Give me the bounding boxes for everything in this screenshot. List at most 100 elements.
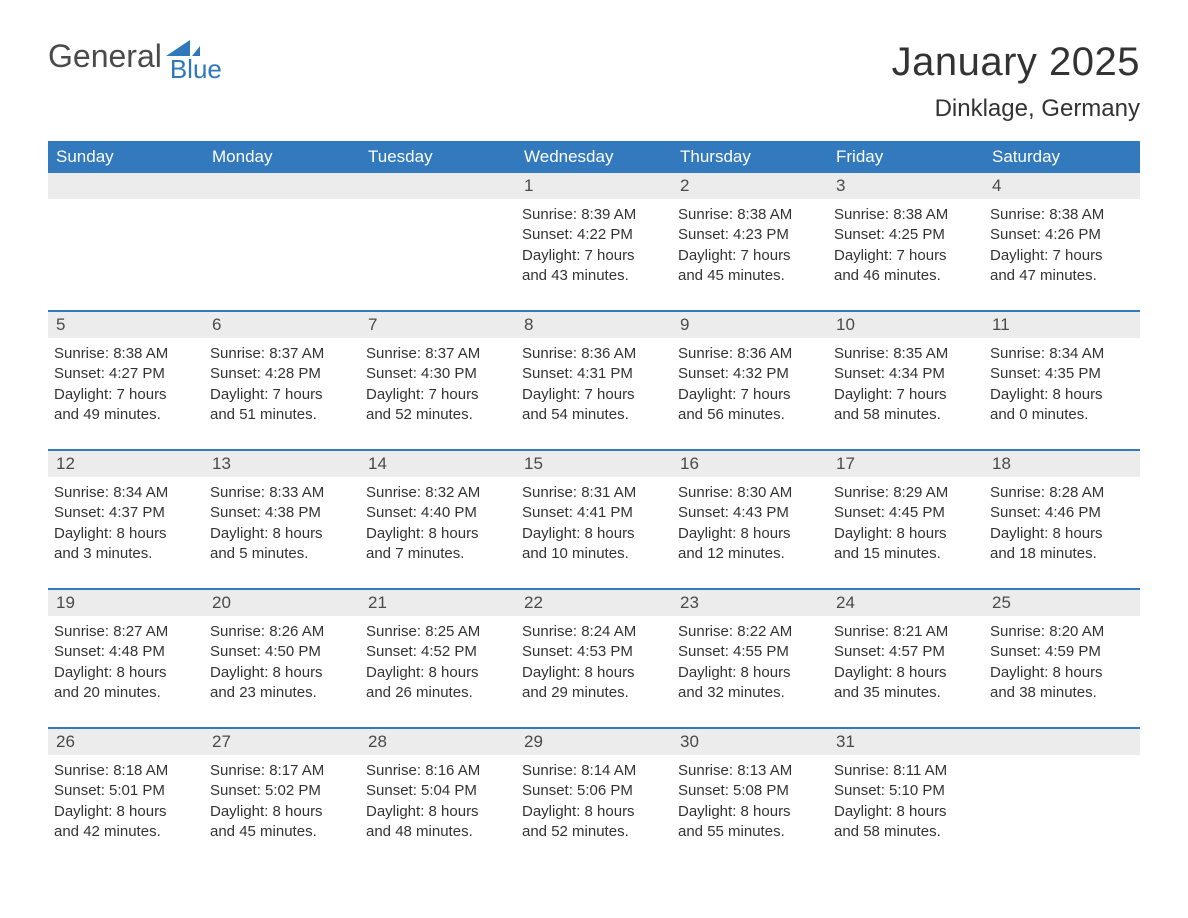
day-cell: 3Sunrise: 8:38 AMSunset: 4:25 PMDaylight… xyxy=(828,173,984,311)
sunrise-line: Sunrise: 8:21 AM xyxy=(834,622,976,642)
daylight-line-1: Daylight: 8 hours xyxy=(366,663,508,683)
sunrise-line: Sunrise: 8:11 AM xyxy=(834,761,976,781)
day-data: Sunrise: 8:38 AMSunset: 4:26 PMDaylight:… xyxy=(984,199,1140,286)
day-number: 18 xyxy=(984,451,1140,477)
sunset-line: Sunset: 4:22 PM xyxy=(522,225,664,245)
daylight-line-1: Daylight: 7 hours xyxy=(678,246,820,266)
week-row: 5Sunrise: 8:38 AMSunset: 4:27 PMDaylight… xyxy=(48,312,1140,450)
daylight-line-1: Daylight: 8 hours xyxy=(366,802,508,822)
sunrise-line: Sunrise: 8:31 AM xyxy=(522,483,664,503)
day-number: 7 xyxy=(360,312,516,338)
sunrise-line: Sunrise: 8:14 AM xyxy=(522,761,664,781)
day-cell: 27Sunrise: 8:17 AMSunset: 5:02 PMDayligh… xyxy=(204,729,360,867)
sunset-line: Sunset: 4:41 PM xyxy=(522,503,664,523)
day-cell: 16Sunrise: 8:30 AMSunset: 4:43 PMDayligh… xyxy=(672,451,828,589)
header: General Blue January 2025 Dinklage, Germ… xyxy=(48,40,1140,123)
daylight-line-2: and 56 minutes. xyxy=(678,405,820,425)
day-cell: 17Sunrise: 8:29 AMSunset: 4:45 PMDayligh… xyxy=(828,451,984,589)
day-cell: 26Sunrise: 8:18 AMSunset: 5:01 PMDayligh… xyxy=(48,729,204,867)
sunset-line: Sunset: 4:26 PM xyxy=(990,225,1132,245)
day-data: Sunrise: 8:20 AMSunset: 4:59 PMDaylight:… xyxy=(984,616,1140,703)
day-number: 19 xyxy=(48,590,204,616)
brand-word-2: Blue xyxy=(170,54,222,85)
day-number: 8 xyxy=(516,312,672,338)
day-data: Sunrise: 8:30 AMSunset: 4:43 PMDaylight:… xyxy=(672,477,828,564)
day-data: Sunrise: 8:33 AMSunset: 4:38 PMDaylight:… xyxy=(204,477,360,564)
daylight-line-2: and 7 minutes. xyxy=(366,544,508,564)
page-title: January 2025 xyxy=(892,40,1140,85)
day-cell: 28Sunrise: 8:16 AMSunset: 5:04 PMDayligh… xyxy=(360,729,516,867)
daylight-line-2: and 38 minutes. xyxy=(990,683,1132,703)
daylight-line-2: and 32 minutes. xyxy=(678,683,820,703)
day-number: 6 xyxy=(204,312,360,338)
day-cell: 23Sunrise: 8:22 AMSunset: 4:55 PMDayligh… xyxy=(672,590,828,728)
day-cell: 14Sunrise: 8:32 AMSunset: 4:40 PMDayligh… xyxy=(360,451,516,589)
day-number: 24 xyxy=(828,590,984,616)
day-number: 3 xyxy=(828,173,984,199)
day-cell: 20Sunrise: 8:26 AMSunset: 4:50 PMDayligh… xyxy=(204,590,360,728)
sunset-line: Sunset: 4:27 PM xyxy=(54,364,196,384)
day-number: 23 xyxy=(672,590,828,616)
day-number: 29 xyxy=(516,729,672,755)
day-number: 4 xyxy=(984,173,1140,199)
daylight-line-2: and 26 minutes. xyxy=(366,683,508,703)
sunset-line: Sunset: 4:30 PM xyxy=(366,364,508,384)
day-number: 25 xyxy=(984,590,1140,616)
sunrise-line: Sunrise: 8:13 AM xyxy=(678,761,820,781)
brand-logo: General Blue xyxy=(48,40,222,85)
day-number: 15 xyxy=(516,451,672,477)
daylight-line-2: and 23 minutes. xyxy=(210,683,352,703)
day-cell: 31Sunrise: 8:11 AMSunset: 5:10 PMDayligh… xyxy=(828,729,984,867)
sunset-line: Sunset: 4:48 PM xyxy=(54,642,196,662)
daylight-line-1: Daylight: 8 hours xyxy=(990,385,1132,405)
sunrise-line: Sunrise: 8:37 AM xyxy=(210,344,352,364)
daylight-line-1: Daylight: 8 hours xyxy=(210,663,352,683)
day-data: Sunrise: 8:14 AMSunset: 5:06 PMDaylight:… xyxy=(516,755,672,842)
day-number: 28 xyxy=(360,729,516,755)
day-cell: 6Sunrise: 8:37 AMSunset: 4:28 PMDaylight… xyxy=(204,312,360,450)
daylight-line-1: Daylight: 8 hours xyxy=(54,663,196,683)
day-number: 1 xyxy=(516,173,672,199)
sunset-line: Sunset: 4:34 PM xyxy=(834,364,976,384)
daylight-line-2: and 46 minutes. xyxy=(834,266,976,286)
weekday-header: Friday xyxy=(828,141,984,173)
day-data: Sunrise: 8:13 AMSunset: 5:08 PMDaylight:… xyxy=(672,755,828,842)
sunset-line: Sunset: 4:23 PM xyxy=(678,225,820,245)
sunset-line: Sunset: 4:25 PM xyxy=(834,225,976,245)
day-number: 26 xyxy=(48,729,204,755)
day-number: 17 xyxy=(828,451,984,477)
daylight-line-1: Daylight: 8 hours xyxy=(210,524,352,544)
day-data: Sunrise: 8:28 AMSunset: 4:46 PMDaylight:… xyxy=(984,477,1140,564)
daylight-line-2: and 18 minutes. xyxy=(990,544,1132,564)
day-number xyxy=(360,173,516,199)
day-data: Sunrise: 8:38 AMSunset: 4:25 PMDaylight:… xyxy=(828,199,984,286)
day-data: Sunrise: 8:36 AMSunset: 4:32 PMDaylight:… xyxy=(672,338,828,425)
day-data: Sunrise: 8:34 AMSunset: 4:35 PMDaylight:… xyxy=(984,338,1140,425)
day-cell: 15Sunrise: 8:31 AMSunset: 4:41 PMDayligh… xyxy=(516,451,672,589)
sunrise-line: Sunrise: 8:17 AM xyxy=(210,761,352,781)
daylight-line-2: and 55 minutes. xyxy=(678,822,820,842)
day-cell xyxy=(360,173,516,311)
daylight-line-1: Daylight: 8 hours xyxy=(366,524,508,544)
sunrise-line: Sunrise: 8:37 AM xyxy=(366,344,508,364)
day-data: Sunrise: 8:38 AMSunset: 4:27 PMDaylight:… xyxy=(48,338,204,425)
sunrise-line: Sunrise: 8:30 AM xyxy=(678,483,820,503)
daylight-line-1: Daylight: 8 hours xyxy=(990,663,1132,683)
day-number: 22 xyxy=(516,590,672,616)
sunset-line: Sunset: 4:38 PM xyxy=(210,503,352,523)
sunrise-line: Sunrise: 8:25 AM xyxy=(366,622,508,642)
daylight-line-1: Daylight: 8 hours xyxy=(678,663,820,683)
day-data: Sunrise: 8:21 AMSunset: 4:57 PMDaylight:… xyxy=(828,616,984,703)
day-number: 20 xyxy=(204,590,360,616)
day-cell: 19Sunrise: 8:27 AMSunset: 4:48 PMDayligh… xyxy=(48,590,204,728)
sunset-line: Sunset: 4:32 PM xyxy=(678,364,820,384)
sunrise-line: Sunrise: 8:36 AM xyxy=(678,344,820,364)
day-cell: 13Sunrise: 8:33 AMSunset: 4:38 PMDayligh… xyxy=(204,451,360,589)
sunset-line: Sunset: 4:50 PM xyxy=(210,642,352,662)
daylight-line-2: and 12 minutes. xyxy=(678,544,820,564)
day-cell xyxy=(984,729,1140,867)
day-cell: 7Sunrise: 8:37 AMSunset: 4:30 PMDaylight… xyxy=(360,312,516,450)
daylight-line-2: and 51 minutes. xyxy=(210,405,352,425)
day-data: Sunrise: 8:11 AMSunset: 5:10 PMDaylight:… xyxy=(828,755,984,842)
day-cell: 8Sunrise: 8:36 AMSunset: 4:31 PMDaylight… xyxy=(516,312,672,450)
